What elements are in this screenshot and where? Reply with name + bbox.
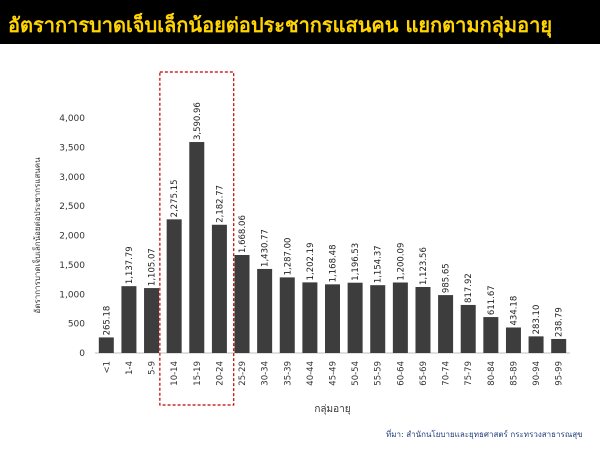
data-label: 611.67 [487,285,497,315]
x-tick-label: 50-54 [351,361,361,386]
bar [347,282,363,353]
data-label: 1,200.09 [396,243,406,281]
bar [189,142,205,353]
x-tick-label: 80-84 [487,361,497,386]
data-label: 2,275.15 [170,179,180,217]
bar [551,338,567,353]
x-tick-label: 90-94 [532,361,542,386]
data-label: 3,590.96 [193,102,203,140]
bar [121,286,137,353]
x-tick-label: 35-39 [283,361,293,386]
data-label: 265.18 [102,306,112,336]
x-tick-label: 95-99 [555,361,565,386]
bar [279,277,295,353]
data-label: 1,105.07 [148,248,158,286]
y-tick-label: 500 [68,320,85,330]
x-tick-label: 70-74 [442,361,452,386]
bar [483,317,499,353]
data-label: 238.79 [555,307,565,337]
x-tick-label: 40-44 [306,361,316,386]
y-tick-label: 1,000 [59,290,85,300]
page-title: อัตราการบาดเจ็บเล็กน้อยต่อประชากรแสนคน แ… [8,13,553,37]
data-label: 2,182.77 [215,185,225,223]
x-tick-label: 75-79 [464,361,474,386]
bar [460,304,476,353]
x-tick-label: <1 [102,361,112,374]
bar [528,336,544,353]
x-tick-label: 1-4 [125,361,135,375]
bar [325,284,340,353]
bar [438,295,454,353]
x-tick-label: 20-24 [215,361,225,386]
data-label: 1,154.37 [374,245,384,283]
x-tick-label: 55-59 [374,361,384,386]
x-tick-label: 85-89 [509,361,519,386]
x-tick-label: 30-34 [261,361,271,386]
y-tick-label: 3,500 [59,143,85,153]
y-tick-label: 3,000 [59,173,85,183]
data-label: 817.92 [464,273,474,303]
data-label: 985.65 [442,263,452,293]
x-tick-label: 60-64 [396,361,406,386]
data-label: 1,287.00 [283,238,293,276]
data-label: 1,202.19 [306,243,316,281]
data-label: 1,196.53 [351,243,361,281]
data-label: 1,137.79 [125,246,135,284]
y-tick-label: 2,500 [59,202,85,212]
x-tick-label: 65-69 [419,361,429,386]
x-axis-label: กลุ่มอายุ [314,404,350,415]
bar [257,268,273,353]
y-axis-label: อัตราการบาดเจ็บเล็กน้อยต่อประชากรแสนคน [32,157,42,314]
x-tick-label: 15-19 [193,361,203,386]
data-label: 1,168.48 [329,244,339,282]
bar [370,285,386,353]
bar [211,224,227,353]
bar [144,288,160,353]
y-tick-label: 4,000 [59,114,85,124]
x-tick-label: 25-29 [238,361,248,386]
y-tick-label: 1,500 [59,261,85,271]
data-label: 1,668.06 [238,215,248,253]
source-note: ที่มา: สำนักนโยบายและยุทธศาสตร์ กระทรวงส… [386,430,583,439]
bar [392,282,408,353]
data-label: 1,430.77 [261,229,271,267]
x-tick-label: 5-9 [148,361,158,375]
bar [98,337,114,353]
y-tick-label: 2,000 [59,232,85,242]
x-tick-label: 10-14 [170,361,180,386]
data-label: 1,123.56 [419,247,429,285]
y-tick-label: 0 [79,349,85,359]
data-label: 434.18 [509,296,519,326]
bar [505,327,521,353]
bar [166,219,182,353]
x-tick-label: 45-49 [329,361,339,386]
title-bar: อัตราการบาดเจ็บเล็กน้อยต่อประชากรแสนคน แ… [0,0,600,44]
bar [302,282,318,353]
highlight-box [159,71,235,406]
bar [415,286,431,353]
bar [234,255,250,353]
data-label: 283.10 [532,305,542,335]
